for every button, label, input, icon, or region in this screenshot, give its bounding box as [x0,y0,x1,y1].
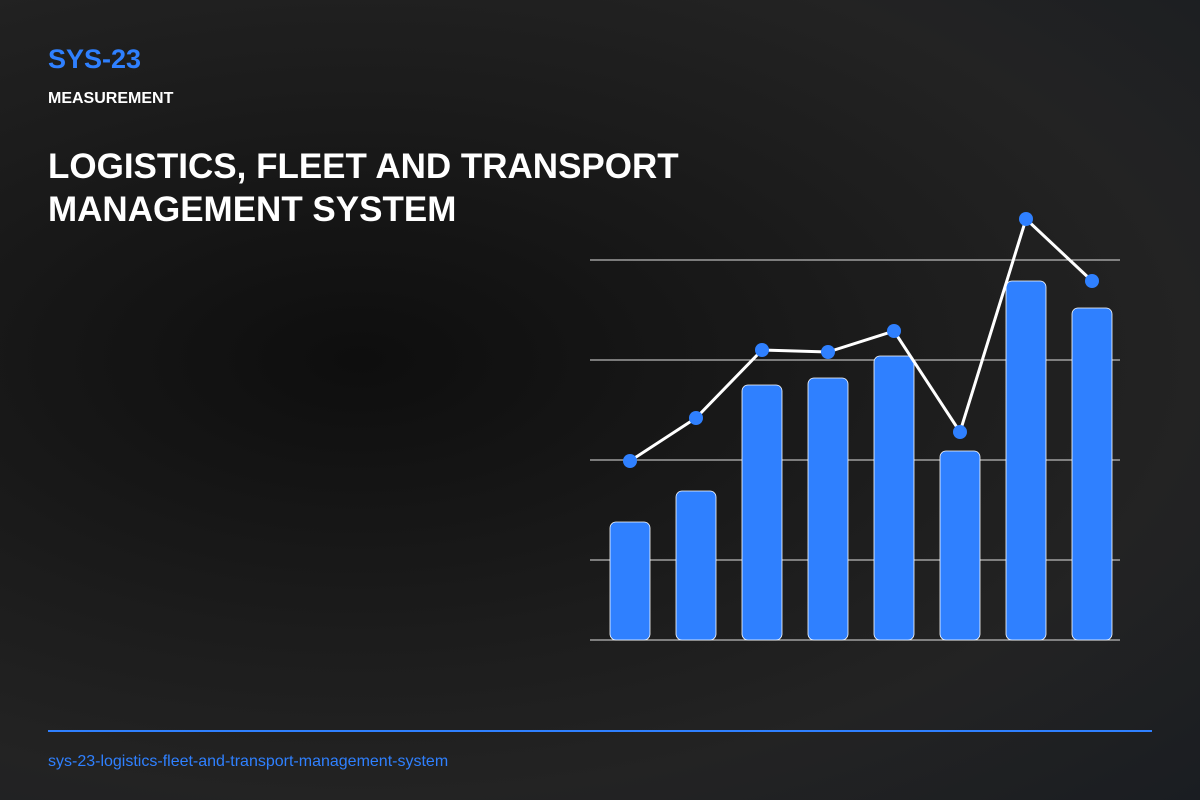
bar [609,521,651,641]
footer-rule [48,730,1152,732]
line [629,216,1094,463]
line-point [689,411,703,425]
line-point [821,345,835,359]
line-point [623,454,637,468]
bar [1005,280,1047,641]
line-point [755,343,769,357]
line-point [1019,212,1033,226]
line-point [953,425,967,439]
bar [741,384,783,641]
bar [807,377,849,641]
code: SYS-23 [48,44,142,74]
bar [1071,307,1113,641]
line-point [1085,274,1099,288]
title: LOGISTICS, FLEET AND TRANSPORT MANAGEMEN… [48,147,679,229]
category: MEASUREMENT [48,90,174,107]
bar [675,490,717,641]
slug: sys-23-logistics-fleet-and-transport-man… [48,753,449,770]
bar [939,450,981,641]
line-point [887,324,901,338]
bar [873,355,915,641]
